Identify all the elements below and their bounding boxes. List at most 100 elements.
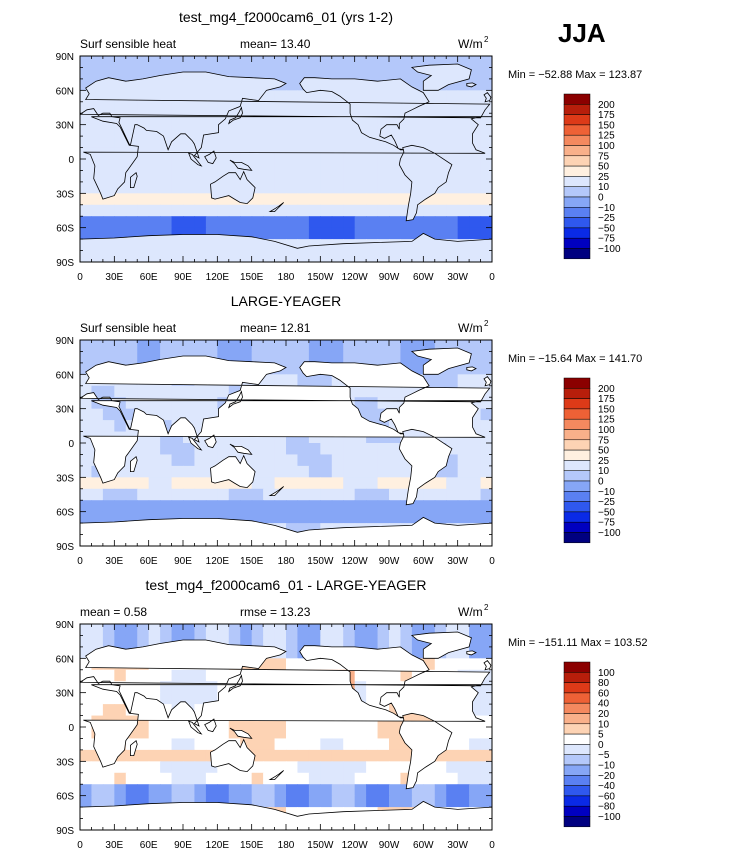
field-cell (240, 624, 253, 637)
field-cell (263, 500, 276, 513)
field-cell (343, 216, 356, 229)
field-cell (469, 738, 482, 751)
field-cell (457, 488, 470, 501)
field-cell (251, 635, 264, 648)
field-cell (457, 90, 470, 103)
field-cell (80, 216, 93, 229)
field-cell (343, 351, 356, 364)
field-cell (217, 56, 230, 69)
legend-level-label: 175 (598, 394, 615, 405)
legend-swatch (563, 501, 591, 513)
field-cell (80, 159, 93, 172)
field-cell (308, 727, 321, 740)
field-cell (80, 511, 93, 524)
field-cell (389, 784, 402, 797)
legend-swatch (563, 491, 591, 502)
x-tick-label: 90E (174, 272, 192, 283)
field-cell (377, 727, 390, 740)
field-cell (469, 443, 482, 456)
field-cell (183, 738, 196, 751)
x-tick-label: 90E (174, 556, 192, 567)
field-cell (228, 500, 241, 513)
field-cell (137, 159, 150, 172)
x-tick-label: 30W (447, 840, 468, 851)
field-cell (183, 408, 196, 421)
field-cell (171, 101, 184, 114)
field-cell (377, 772, 390, 785)
field-cell (194, 749, 207, 762)
legend-level-label: 80 (598, 678, 610, 689)
field-cell (137, 669, 150, 682)
field-cell (308, 351, 321, 364)
field-cell (411, 362, 424, 375)
field-cell (102, 420, 115, 433)
field-cell (171, 749, 184, 762)
field-cell (171, 204, 184, 217)
field-cell (228, 784, 241, 797)
field-cell (331, 340, 344, 353)
field-cell (137, 101, 150, 114)
field-cell (205, 681, 218, 694)
field-cell (469, 170, 482, 183)
field-cell (251, 159, 264, 172)
field-cell (274, 772, 287, 785)
legend-swatch (563, 470, 591, 482)
field-cell (400, 67, 413, 80)
field-cell (251, 454, 264, 467)
field-cell (331, 159, 344, 172)
field-cell (480, 795, 492, 808)
field-cell (160, 761, 173, 774)
panel-1: 0 30E 60E 90E 120E 150E 180 150W 120W 90W 60W 30W 09… (56, 9, 643, 283)
field-cell (389, 465, 402, 478)
field-cell (205, 772, 218, 785)
field-cell (240, 635, 253, 648)
field-cell (263, 772, 276, 785)
field-cell (389, 443, 402, 456)
field-cell (366, 681, 379, 694)
field-cell (286, 181, 299, 194)
legend-swatch (563, 805, 591, 817)
field-cell (446, 738, 459, 751)
field-cell (308, 90, 321, 103)
field-cell (446, 193, 459, 206)
field-cell (423, 488, 436, 501)
field-cell (274, 56, 287, 69)
legend-level-label: 0 (598, 740, 604, 751)
field-cell (137, 340, 150, 353)
legend-level-label: 5 (598, 730, 604, 741)
field-cell (286, 761, 299, 774)
field-cell (331, 170, 344, 183)
field-cell (320, 193, 333, 206)
field-cell (377, 511, 390, 524)
field-cell (331, 772, 344, 785)
field-cell (263, 477, 276, 490)
field-cell (480, 124, 492, 137)
field-cell (251, 351, 264, 364)
field-cell (377, 761, 390, 774)
y-tick-label: 90S (56, 542, 74, 553)
field-cell (171, 624, 184, 637)
y-tick-label: 90N (56, 336, 74, 347)
field-cell (446, 488, 459, 501)
field-cell (377, 500, 390, 513)
field-cell (366, 159, 379, 172)
field-cell (446, 204, 459, 217)
field-cell (137, 624, 150, 637)
field-cell (389, 216, 402, 229)
field-cell (102, 772, 115, 785)
field-cell (274, 443, 287, 456)
x-tick-label: 90W (379, 272, 400, 283)
field-cell (240, 784, 253, 797)
field-cell (286, 159, 299, 172)
field-cell (411, 340, 424, 353)
legend-swatch (563, 672, 591, 683)
field-cell (308, 181, 321, 194)
field-cell (263, 90, 276, 103)
field-cell (469, 454, 482, 467)
field-cell (102, 385, 115, 398)
field-cell (320, 749, 333, 762)
legend-level-label: −25 (598, 213, 615, 224)
field-cell (217, 784, 230, 797)
field-cell (446, 170, 459, 183)
field-cell (274, 454, 287, 467)
